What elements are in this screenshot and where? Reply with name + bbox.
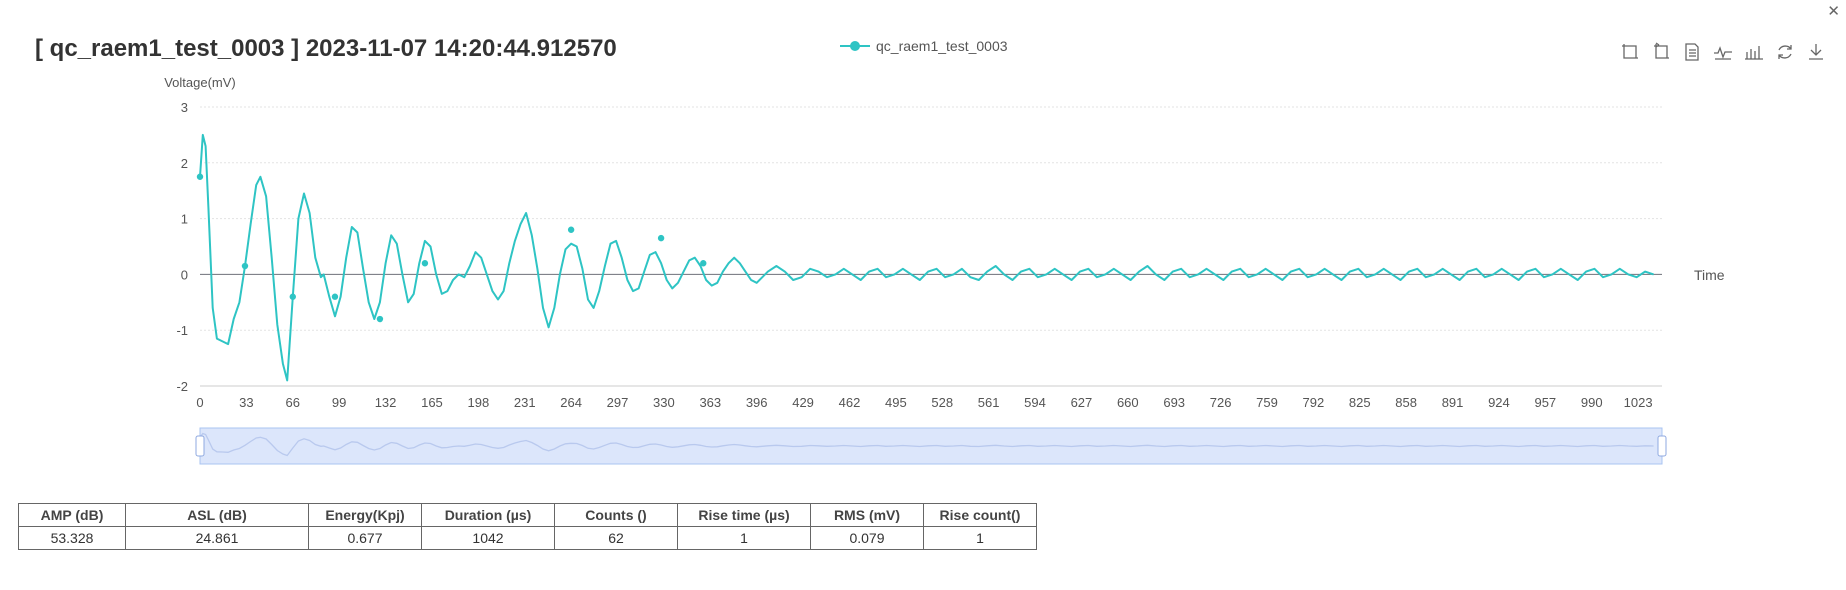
bar-chart-icon[interactable] (1742, 40, 1766, 64)
axis-layer: 3 2 1 0 -1 -2 0 33 66 99 132 165 198 231 264 297 330 363 3… (176, 100, 1662, 410)
data-point (567, 226, 575, 233)
x-tick-label: 792 (1303, 395, 1325, 410)
x-tick-label: 297 (607, 395, 629, 410)
rise-time-header: Rise time (µs) (677, 503, 811, 527)
data-point (241, 262, 249, 270)
y-axis-label: Voltage(mV) (164, 75, 236, 90)
x-tick-label: 165 (421, 395, 443, 410)
data-point (657, 234, 665, 242)
x-tick-label: 759 (1256, 395, 1278, 410)
y-tick-label: -2 (176, 379, 188, 394)
zoom-icon[interactable] (1618, 40, 1642, 64)
close-icon[interactable]: ✕ (1827, 3, 1840, 20)
amp-header: AMP (dB) (18, 503, 126, 527)
x-tick-label: 330 (653, 395, 675, 410)
chart-title: [ qc_raem1_test_0003 ] 2023-11-07 14:20:… (35, 35, 617, 62)
x-tick-label: 891 (1442, 395, 1464, 410)
data-zoom-slider[interactable] (195, 427, 1667, 465)
y-tick-label: 2 (181, 156, 188, 171)
x-tick-label: 462 (839, 395, 861, 410)
restore-icon[interactable] (1773, 40, 1797, 64)
x-tick-label: 594 (1024, 395, 1046, 410)
toolbox (1618, 40, 1828, 64)
energy-header: Energy(Kpj) (308, 503, 422, 527)
data-point (289, 293, 296, 300)
data-point (331, 293, 339, 300)
rise-count-value: 1 (923, 526, 1037, 550)
x-tick-label: 660 (1117, 395, 1139, 410)
y-tick-label: 1 (181, 212, 188, 227)
x-tick-label: 495 (885, 395, 907, 410)
counts-header: Counts () (554, 503, 678, 527)
x-tick-label: 198 (467, 395, 489, 410)
x-tick-label: 33 (239, 395, 253, 410)
x-tick-label: 264 (560, 395, 582, 410)
zoom-handle-left[interactable] (195, 435, 205, 457)
x-tick-label: 1023 (1624, 395, 1653, 410)
x-tick-label: 990 (1581, 395, 1603, 410)
counts-value: 62 (554, 526, 678, 550)
x-axis-label: Time (1694, 267, 1725, 283)
x-tick-label: 825 (1349, 395, 1371, 410)
zoom-handle-right[interactable] (1657, 435, 1667, 457)
asl-header: ASL (dB) (125, 503, 309, 527)
voltage-chart: Voltage(mV) Time 3 2 1 0 -1 -2 0 33 66 99 132 165 19… (164, 75, 1725, 465)
data-point (700, 260, 707, 267)
stats-value-row: 53.328 24.861 0.677 1042 62 1 0.079 1 (18, 526, 1037, 550)
zoom-reset-icon[interactable] (1649, 40, 1673, 64)
zoom-preview-line (199, 432, 1654, 457)
x-tick-label: 429 (792, 395, 814, 410)
x-tick-label: 396 (746, 395, 768, 410)
x-tick-label: 858 (1395, 395, 1417, 410)
x-tick-label: 726 (1210, 395, 1232, 410)
x-tick-label: 66 (286, 395, 300, 410)
amp-value: 53.328 (18, 526, 126, 550)
asl-value: 24.861 (125, 526, 309, 550)
x-tick-label: 957 (1534, 395, 1556, 410)
x-tick-label: 0 (196, 395, 203, 410)
rms-header: RMS (mV) (810, 503, 924, 527)
data-point (376, 315, 384, 323)
legend-label: qc_raem1_test_0003 (876, 38, 1008, 54)
x-tick-label: 231 (514, 395, 536, 410)
x-tick-label: 693 (1163, 395, 1185, 410)
rise-time-value: 1 (677, 526, 811, 550)
stats-header-row: AMP (dB) ASL (dB) Energy(Kpj) Duration (… (18, 503, 1037, 527)
energy-value: 0.677 (308, 526, 422, 550)
x-tick-label: 99 (332, 395, 346, 410)
rms-value: 0.079 (810, 526, 924, 550)
y-tick-label: 0 (181, 267, 188, 282)
line-chart-icon[interactable] (1711, 40, 1735, 64)
legend-line-icon (840, 41, 870, 51)
x-tick-label: 528 (931, 395, 953, 410)
x-tick-label: 363 (699, 395, 721, 410)
stats-table: AMP (dB) ASL (dB) Energy(Kpj) Duration (… (18, 503, 1037, 550)
data-point (421, 260, 429, 267)
data-point (196, 173, 204, 180)
x-tick-label: 561 (978, 395, 1000, 410)
y-tick-label: -1 (176, 323, 188, 338)
y-tick-label: 3 (181, 100, 188, 115)
duration-value: 1042 (421, 526, 555, 550)
x-tick-label: 132 (375, 395, 397, 410)
series-line (199, 133, 1654, 382)
legend-item[interactable]: qc_raem1_test_0003 (840, 38, 1008, 54)
x-tick-label: 627 (1071, 395, 1093, 410)
download-icon[interactable] (1804, 40, 1828, 64)
rise-count-header: Rise count() (923, 503, 1037, 527)
data-view-icon[interactable] (1680, 40, 1704, 64)
series-layer (196, 133, 1654, 382)
duration-header: Duration (µs) (421, 503, 555, 527)
x-tick-label: 924 (1488, 395, 1510, 410)
grid-layer (200, 106, 1662, 387)
